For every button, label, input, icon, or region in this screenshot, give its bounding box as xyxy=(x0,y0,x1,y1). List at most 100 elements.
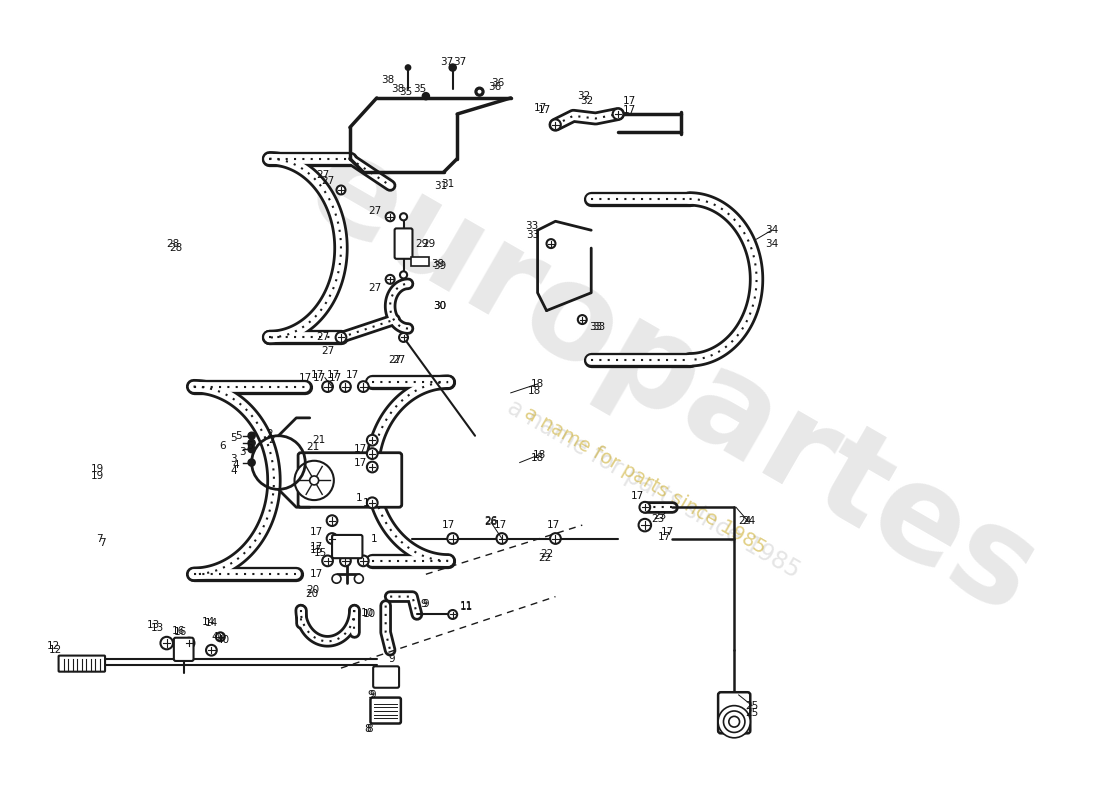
Text: 10: 10 xyxy=(361,608,374,618)
Text: 38: 38 xyxy=(390,84,404,94)
Text: 34: 34 xyxy=(766,226,779,235)
Circle shape xyxy=(332,574,341,583)
Text: 18: 18 xyxy=(531,379,544,389)
Circle shape xyxy=(358,555,368,566)
Text: 16: 16 xyxy=(174,627,187,638)
Text: 40: 40 xyxy=(217,634,230,645)
Text: 17: 17 xyxy=(538,105,551,114)
Text: 23: 23 xyxy=(651,514,664,524)
Circle shape xyxy=(639,519,651,531)
Circle shape xyxy=(578,315,586,324)
Circle shape xyxy=(475,87,484,96)
Text: 1: 1 xyxy=(363,498,370,508)
Circle shape xyxy=(248,432,255,439)
Text: 32: 32 xyxy=(580,96,593,106)
Text: 31: 31 xyxy=(434,181,448,190)
Text: 17: 17 xyxy=(310,542,323,553)
Text: europartes: europartes xyxy=(285,122,1058,642)
Text: 2: 2 xyxy=(268,435,275,446)
Text: 30: 30 xyxy=(432,301,446,311)
Text: 28: 28 xyxy=(166,238,179,249)
Text: 15: 15 xyxy=(310,545,323,555)
Text: 40: 40 xyxy=(211,632,224,642)
Circle shape xyxy=(400,214,407,220)
Circle shape xyxy=(327,515,338,526)
Text: 32: 32 xyxy=(578,91,591,101)
Circle shape xyxy=(386,212,395,222)
FancyBboxPatch shape xyxy=(395,229,412,259)
Text: 24: 24 xyxy=(741,516,755,526)
Circle shape xyxy=(718,706,750,738)
Text: 17: 17 xyxy=(623,105,636,114)
Text: 17: 17 xyxy=(311,370,324,380)
Circle shape xyxy=(729,716,739,727)
FancyBboxPatch shape xyxy=(58,655,106,672)
Circle shape xyxy=(449,64,456,71)
Text: 20: 20 xyxy=(306,586,319,595)
Circle shape xyxy=(248,439,255,446)
Text: 31: 31 xyxy=(441,178,454,189)
Text: 17: 17 xyxy=(298,373,312,382)
Circle shape xyxy=(399,333,408,342)
Text: 14: 14 xyxy=(202,617,216,626)
Circle shape xyxy=(550,119,561,130)
Circle shape xyxy=(367,462,377,472)
Circle shape xyxy=(386,275,395,284)
Text: 22: 22 xyxy=(538,553,551,563)
Text: 9: 9 xyxy=(367,690,374,700)
Text: 1: 1 xyxy=(355,494,362,503)
Text: 15: 15 xyxy=(314,548,327,558)
Text: 3: 3 xyxy=(240,447,246,457)
Text: 7: 7 xyxy=(99,538,106,548)
Text: 36: 36 xyxy=(492,78,505,88)
Text: 1: 1 xyxy=(371,534,377,543)
Bar xyxy=(410,257,429,266)
Text: 27: 27 xyxy=(368,283,382,294)
Circle shape xyxy=(724,711,745,733)
Text: 17: 17 xyxy=(494,520,507,530)
FancyBboxPatch shape xyxy=(298,453,402,507)
Text: 17: 17 xyxy=(327,370,341,380)
Circle shape xyxy=(322,555,333,566)
Text: 28: 28 xyxy=(169,243,183,253)
Text: 27: 27 xyxy=(321,176,334,186)
Text: 21: 21 xyxy=(306,442,319,452)
Text: 2: 2 xyxy=(266,429,273,439)
Circle shape xyxy=(448,533,458,544)
Text: 37: 37 xyxy=(440,57,453,67)
Text: 33: 33 xyxy=(527,230,540,240)
FancyBboxPatch shape xyxy=(371,698,400,723)
Circle shape xyxy=(327,533,338,544)
Circle shape xyxy=(161,637,173,650)
Text: 14: 14 xyxy=(205,618,218,629)
Text: 27: 27 xyxy=(321,346,334,356)
Text: 10: 10 xyxy=(363,610,376,619)
Circle shape xyxy=(400,271,407,278)
Text: 17: 17 xyxy=(312,373,327,382)
Circle shape xyxy=(367,498,377,508)
Circle shape xyxy=(322,382,333,392)
Text: 13: 13 xyxy=(146,620,160,630)
Text: 18: 18 xyxy=(532,450,546,461)
Text: 16: 16 xyxy=(172,626,185,635)
Text: 34: 34 xyxy=(766,238,779,249)
Text: 3: 3 xyxy=(230,454,238,464)
Text: 12: 12 xyxy=(46,641,59,650)
Circle shape xyxy=(248,446,255,453)
Text: 17: 17 xyxy=(310,527,323,538)
Text: 4: 4 xyxy=(230,466,238,477)
Circle shape xyxy=(496,533,507,544)
Text: a name for parts since 1985: a name for parts since 1985 xyxy=(520,403,769,558)
Text: 33: 33 xyxy=(590,322,603,332)
Text: 17: 17 xyxy=(441,520,454,530)
Text: 17: 17 xyxy=(346,370,360,380)
Text: 4: 4 xyxy=(232,460,239,470)
Text: 17: 17 xyxy=(658,532,671,542)
Circle shape xyxy=(340,382,351,392)
Text: 11: 11 xyxy=(460,602,473,612)
Text: 36: 36 xyxy=(488,82,502,92)
Text: 8: 8 xyxy=(364,724,371,734)
Text: 33: 33 xyxy=(592,322,605,332)
Circle shape xyxy=(613,109,624,119)
Text: 9: 9 xyxy=(388,654,395,664)
